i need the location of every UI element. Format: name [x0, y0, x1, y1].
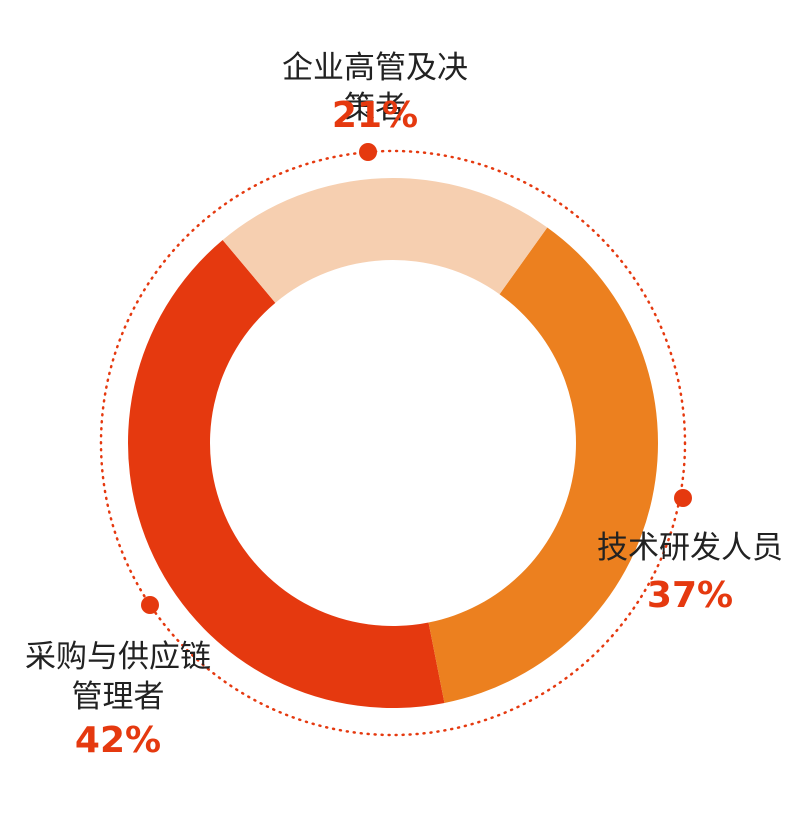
- donut-segment: [222, 178, 548, 303]
- value-label: 21%: [331, 95, 419, 136]
- value-label: 42%: [74, 720, 162, 761]
- segment-label: 技术研发人员: [597, 530, 783, 566]
- donut-segment: [428, 227, 659, 703]
- donut-segment: [127, 239, 445, 709]
- anchor-dot: [359, 143, 377, 161]
- segment-label: 采购与供应链管理者: [25, 639, 211, 715]
- value-label: 37%: [646, 575, 734, 616]
- dotted-ring: [99, 149, 687, 737]
- segment-label: 企业高管及决策者: [282, 50, 468, 126]
- anchor-dot: [141, 596, 159, 614]
- anchor-dot: [674, 489, 692, 507]
